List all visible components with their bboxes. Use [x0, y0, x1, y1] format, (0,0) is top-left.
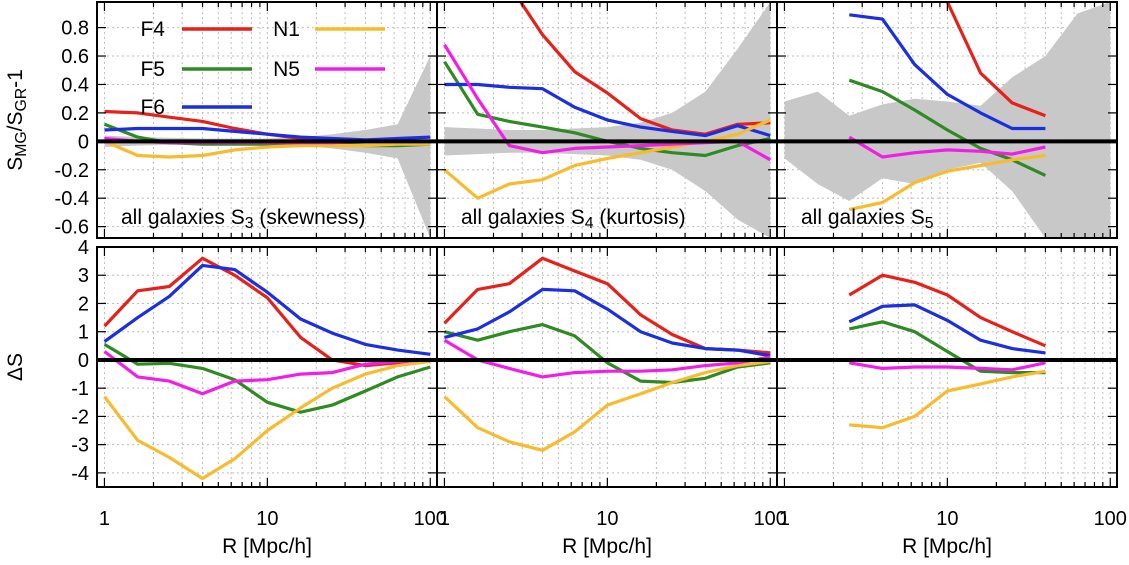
grid [97, 246, 437, 487]
legend-item-n1: N1 [273, 18, 385, 41]
y-tick-label: 0.2 [61, 103, 89, 125]
y-tick-label: 0 [78, 350, 89, 372]
y-tick-label: 3 [78, 265, 89, 287]
legend: F4 F5 F6 N1 N5 [140, 18, 385, 119]
series-line-n1 [849, 369, 1046, 430]
y-tick-label: -3 [71, 435, 89, 457]
legend-label: F6 [140, 96, 165, 119]
x-tick-label: 100 [1094, 508, 1127, 530]
panel-6: 1 10 100 R [Mpc/h] [776, 246, 1127, 558]
ticks [777, 246, 1117, 487]
legend-label: N1 [273, 18, 300, 41]
y-tick-label: 0.4 [61, 74, 89, 96]
series-line-f6 [444, 287, 771, 358]
legend-label: F5 [140, 58, 165, 81]
series-line-f5 [848, 320, 1046, 375]
error-band [784, 2, 1111, 238]
panel-annotation: all galaxies S3 (skewness) [121, 206, 366, 232]
y-tick-label: 0.6 [61, 46, 89, 68]
error-band [444, 2, 771, 238]
panel-1: -0.6 -0.4 -0.2 0 0.2 0.4 0.6 0.8 all galaxies S3… [4, 1, 438, 239]
y-tick-label: -2 [71, 406, 89, 428]
ticks [777, 2, 1117, 238]
panels: -0.6 -0.4 -0.2 0 0.2 0.4 0.6 0.8 all galaxies S3… [4, 1, 1127, 558]
series-line-n1 [103, 359, 431, 481]
y-tick-label: -0.6 [55, 217, 89, 239]
legend-item-f4: F4 [140, 18, 252, 41]
panel-2: all galaxies S4 (kurtosis) [436, 1, 778, 239]
y-tick-label: -0.4 [55, 188, 89, 210]
y-tick-label: 1 [78, 322, 89, 344]
panel-5: 1 10 100 R [Mpc/h] [436, 246, 787, 558]
series-line-n5 [103, 350, 431, 396]
legend-item-f6: F6 [140, 96, 252, 119]
y-tick-label: 4 [78, 237, 89, 259]
panel-3: all galaxies S5 [776, 1, 1118, 239]
series-line-f4 [103, 256, 431, 368]
x-tick-label: 100 [754, 508, 787, 530]
series-line-n1 [848, 153, 1046, 212]
y-tick-label: -1 [71, 378, 89, 400]
ticks [97, 2, 437, 238]
series-line-f5 [103, 343, 431, 414]
y-tick-label: 0.8 [61, 18, 89, 40]
panel-annotation: all galaxies S4 (kurtosis) [461, 206, 686, 232]
series-line-n1 [443, 359, 771, 452]
x-axis-label: R [Mpc/h] [902, 535, 992, 558]
ticks [437, 246, 777, 487]
series-line-f6 [848, 303, 1046, 355]
x-tick-label: 10 [936, 508, 958, 530]
legend-label: F4 [140, 18, 165, 41]
x-tick-label: 10 [596, 508, 618, 530]
series-line-f5 [444, 323, 771, 385]
series-line-f6 [849, 13, 1046, 131]
series-line-f4 [945, 2, 1046, 118]
legend-label: N5 [273, 58, 300, 81]
series-line-n1 [443, 118, 771, 200]
series-line-n1 [103, 139, 431, 159]
ticks [97, 246, 437, 487]
x-axis-label: R [Mpc/h] [222, 535, 312, 558]
x-tick-label: 100 [414, 508, 447, 530]
y-tick-label: 0 [78, 131, 89, 153]
x-axis-label: R [Mpc/h] [562, 535, 652, 558]
ticks [437, 2, 777, 238]
series-line-f6 [444, 82, 771, 138]
y-axis-label: SMG/SGR-1 [4, 69, 30, 171]
legend-item-n5: N5 [273, 58, 385, 81]
y-axis-label: ΔS [4, 353, 27, 381]
panel-annotation: all galaxies S5 [801, 206, 934, 232]
x-tick-label: 1 [439, 508, 450, 530]
x-tick-label: 1 [99, 508, 110, 530]
series-line-n5 [443, 338, 771, 379]
panel-4: -4 -3 -2 -1 0 1 2 3 4 1 10 100 R [Mpc/h] ΔS [4, 237, 447, 558]
x-tick-label: 1 [779, 508, 790, 530]
y-tick-label: 2 [78, 293, 89, 315]
series-line-f6 [103, 263, 431, 356]
series-line-n5 [848, 135, 1046, 159]
y-tick-label: -4 [71, 463, 89, 485]
x-tick-label: 10 [256, 508, 278, 530]
series-line-n5 [849, 361, 1046, 372]
series-line-f4 [848, 273, 1047, 348]
legend-item-f5: F5 [140, 58, 252, 81]
y-tick-label: -0.2 [55, 160, 89, 182]
